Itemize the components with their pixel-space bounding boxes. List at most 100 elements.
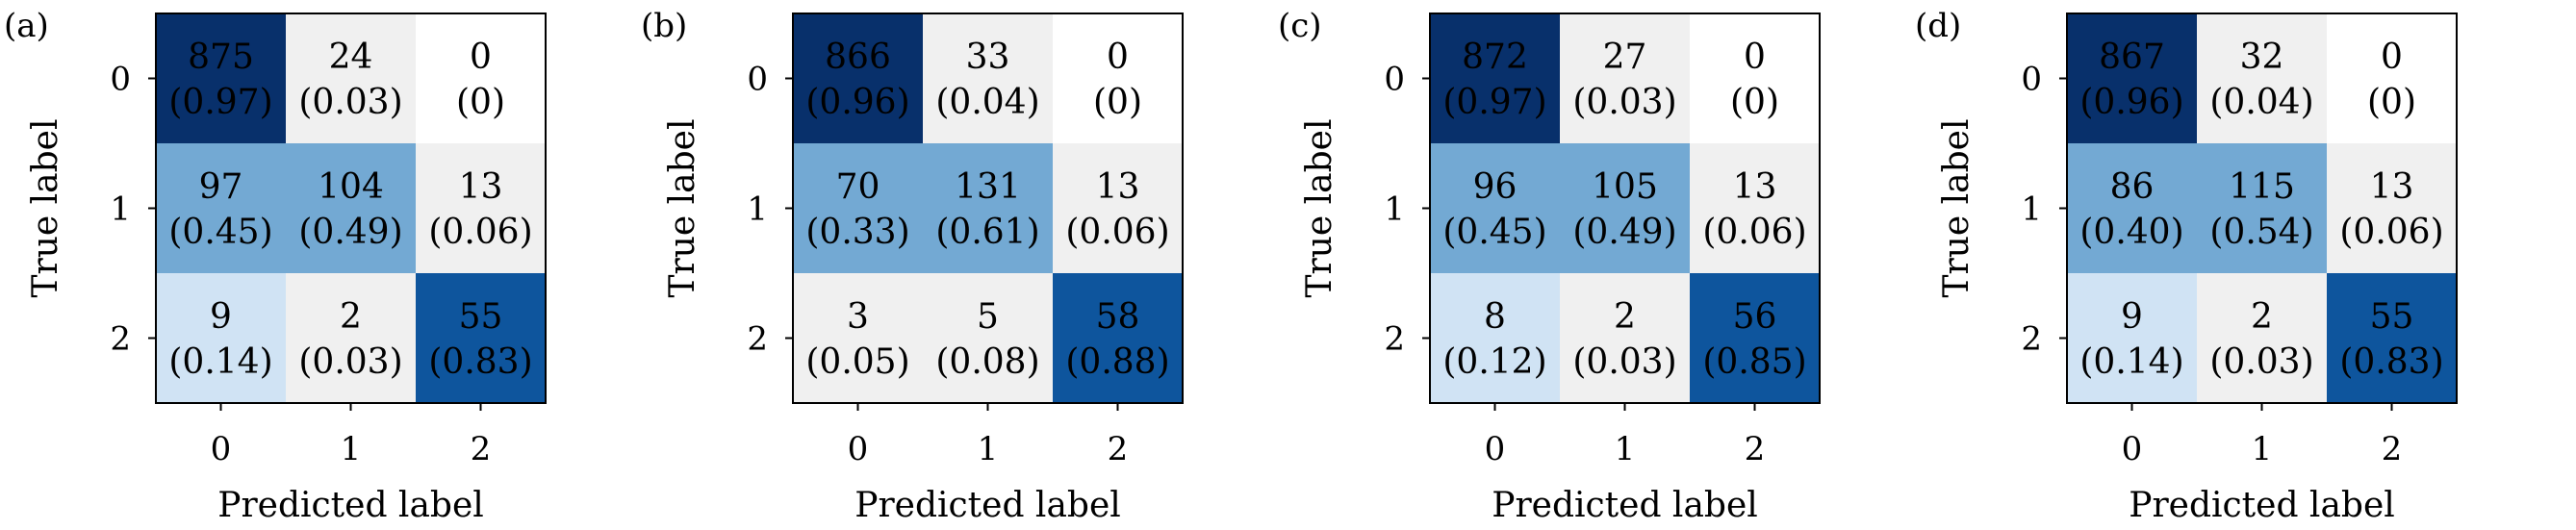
cell-count-label: 58 <box>1096 297 1140 337</box>
confusion-matrix-panel-2: (b)866(0.96)33(0.04)0(0)70(0.33)131(0.61… <box>641 7 1184 525</box>
cell-count-label: 5 <box>977 297 999 337</box>
y-tick-label: 1 <box>110 190 131 229</box>
x-axis-title: Predicted label <box>1492 486 1758 525</box>
x-tick-label: 2 <box>471 430 492 468</box>
cell-count-label: 2 <box>340 297 362 337</box>
y-tick-label: 2 <box>1384 320 1405 359</box>
x-tick-label: 1 <box>2252 430 2273 468</box>
cell-count-label: 96 <box>1473 167 1518 207</box>
cell-count-label: 0 <box>1744 38 1766 77</box>
matrix-cell <box>1053 143 1183 273</box>
cell-ratio-label: (0) <box>2367 83 2416 122</box>
panel-label: (d) <box>1915 7 1961 45</box>
y-tick-label: 1 <box>1384 190 1405 229</box>
cell-ratio-label: (0.04) <box>2209 83 2313 122</box>
cell-count-label: 131 <box>955 167 1021 207</box>
cell-count-label: 8 <box>1484 297 1506 337</box>
confusion-matrix-panel-3: (c) 872 (0.97) 27 (0.03) 0 (0) 96 (0.45) 105 (0.49… <box>1278 7 1821 525</box>
cell-ratio-label: (0.06) <box>1065 213 1169 252</box>
cell-count-label: 0 <box>1107 38 1129 77</box>
x-axis-title: Predicted label <box>854 486 1121 525</box>
cell-ratio-label: (0) <box>456 83 505 122</box>
matrix-cell <box>1690 273 1820 403</box>
cell-count-label: 13 <box>459 167 503 207</box>
cell-ratio-label: (0.03) <box>1572 83 1676 122</box>
x-tick-label: 1 <box>341 430 362 468</box>
y-tick-label: 0 <box>2021 61 2042 99</box>
matrix-cell <box>2067 13 2197 143</box>
y-tick-label: 0 <box>1384 61 1405 99</box>
matrix-cell <box>286 273 416 403</box>
cell-ratio-label: (0.33) <box>805 213 909 252</box>
cell-count-label: 115 <box>2229 167 2295 207</box>
cell-count-label: 56 <box>1733 297 1777 337</box>
panel-label: (b) <box>641 7 687 45</box>
cell-ratio-label: (0.08) <box>935 342 1039 382</box>
matrix-cell <box>923 143 1053 273</box>
matrix-cell <box>1053 273 1183 403</box>
cell-count-label: 27 <box>1603 38 1647 77</box>
matrix-cell <box>793 13 923 143</box>
cell-ratio-label: (0.04) <box>935 83 1039 122</box>
y-axis-title: True label <box>26 119 65 298</box>
cell-ratio-label: (0.14) <box>2079 342 2183 382</box>
panel-label: (c) <box>1278 7 1322 45</box>
cell-ratio-label: (0.96) <box>2079 83 2183 122</box>
cell-count-label: 872 <box>1462 38 1528 77</box>
confusion-matrix-panel-4: (d) 867 (0.96) 32 (0.04) 0 (0) 86 (0.40) 115 (0.54… <box>1915 7 2458 525</box>
cell-count-label: 875 <box>188 38 254 77</box>
cell-count-label: 2 <box>2251 297 2273 337</box>
cell-count-label: 9 <box>2121 297 2143 337</box>
y-tick-label: 2 <box>747 320 768 359</box>
cell-ratio-label: (0.12) <box>1442 342 1546 382</box>
cell-ratio-label: (0.88) <box>1065 342 1169 382</box>
matrix-cell <box>1430 13 1560 143</box>
y-axis-title: True label <box>663 119 702 298</box>
cell-ratio-label: (0.54) <box>2209 213 2313 252</box>
matrix-cell <box>1690 13 1820 143</box>
panel-label: (a) <box>4 7 49 45</box>
cell-count-label: 0 <box>2381 38 2403 77</box>
x-axis-title: Predicted label <box>217 486 484 525</box>
x-tick-label: 0 <box>211 430 232 468</box>
matrix-cell <box>416 273 546 403</box>
cell-count-label: 55 <box>459 297 503 337</box>
y-tick-label: 1 <box>2021 190 2042 229</box>
matrix-cell <box>1430 143 1560 273</box>
cell-ratio-label: (0.03) <box>298 342 402 382</box>
cell-count-label: 2 <box>1614 297 1636 337</box>
confusion-matrix-panel-1: (a) 875 (0.97) 24 (0.03) 0 (0) 97 (0.45) 104 (0.49… <box>4 7 547 525</box>
matrix-cell <box>156 273 286 403</box>
cell-ratio-label: (0.97) <box>168 83 272 122</box>
y-tick-label: 2 <box>110 320 131 359</box>
x-axis-title: Predicted label <box>2129 486 2395 525</box>
y-tick-label: 0 <box>110 61 131 99</box>
cell-count-label: 55 <box>2370 297 2414 337</box>
cell-ratio-label: (0.06) <box>428 213 532 252</box>
cell-ratio-label: (0.14) <box>168 342 272 382</box>
cell-ratio-label: (0.61) <box>935 213 1039 252</box>
cell-ratio-label: (0.03) <box>2209 342 2313 382</box>
cell-ratio-label: (0.06) <box>1702 213 1806 252</box>
cell-count-label: 86 <box>2110 167 2155 207</box>
cell-ratio-label: (0.83) <box>428 342 532 382</box>
cell-count-label: 104 <box>318 167 384 207</box>
y-axis-title: True label <box>1300 119 1339 298</box>
cell-count-label: 867 <box>2099 38 2165 77</box>
matrix-cell <box>156 143 286 273</box>
cell-ratio-label: (0.03) <box>1572 342 1676 382</box>
y-tick-label: 0 <box>747 61 768 99</box>
matrix-cell <box>2197 143 2327 273</box>
cell-ratio-label: (0) <box>1730 83 1779 122</box>
matrix-cell <box>1560 13 1690 143</box>
matrix-cell <box>416 13 546 143</box>
x-tick-label: 0 <box>1485 430 1506 468</box>
matrix-cell <box>286 13 416 143</box>
cell-ratio-label: (0.49) <box>1572 213 1676 252</box>
cell-count-label: 24 <box>329 38 373 77</box>
matrix-cell <box>1430 273 1560 403</box>
cell-ratio-label: (0.45) <box>1442 213 1546 252</box>
cell-count-label: 13 <box>2370 167 2414 207</box>
